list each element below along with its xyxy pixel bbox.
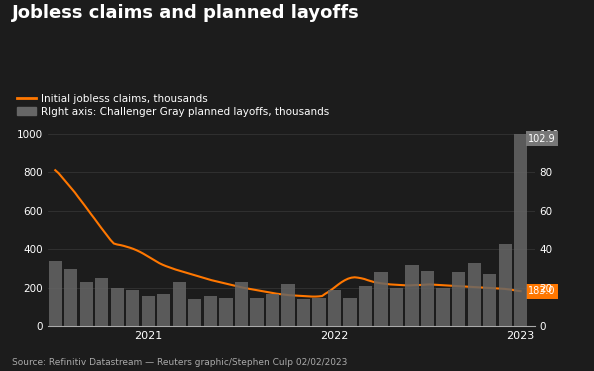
Text: Source: Refinitiv Datastream — Reuters graphic/Stephen Culp 02/02/2023: Source: Refinitiv Datastream — Reuters g… (12, 358, 347, 367)
Bar (282, 284, 295, 326)
Bar (173, 282, 186, 326)
Bar (127, 290, 140, 326)
Bar (297, 299, 310, 326)
Bar (374, 272, 388, 326)
Bar (483, 275, 496, 326)
Bar (95, 278, 108, 326)
Bar (188, 299, 201, 326)
Text: Jobless claims and planned layoffs: Jobless claims and planned layoffs (12, 4, 359, 22)
Bar (80, 282, 93, 326)
Bar (359, 286, 372, 326)
Bar (49, 261, 62, 326)
Bar (266, 294, 279, 326)
Bar (328, 290, 341, 326)
Text: 183.0: 183.0 (529, 286, 556, 296)
Bar (437, 288, 450, 326)
Bar (498, 243, 511, 326)
Bar (250, 298, 264, 326)
Bar (64, 269, 77, 326)
Bar (204, 296, 217, 326)
Bar (452, 272, 465, 326)
Bar (142, 296, 155, 326)
Bar (219, 298, 232, 326)
Bar (157, 294, 170, 326)
Text: 102.9: 102.9 (529, 134, 556, 144)
Bar (343, 298, 356, 326)
Bar (390, 288, 403, 326)
Bar (110, 288, 124, 326)
Bar (421, 270, 434, 326)
Legend: Initial jobless claims, thousands, RIght axis: Challenger Gray planned layoffs, : Initial jobless claims, thousands, RIght… (17, 94, 329, 117)
Bar (235, 282, 248, 326)
Bar (312, 298, 326, 326)
Bar (514, 128, 527, 326)
Bar (467, 263, 481, 326)
Bar (406, 265, 419, 326)
